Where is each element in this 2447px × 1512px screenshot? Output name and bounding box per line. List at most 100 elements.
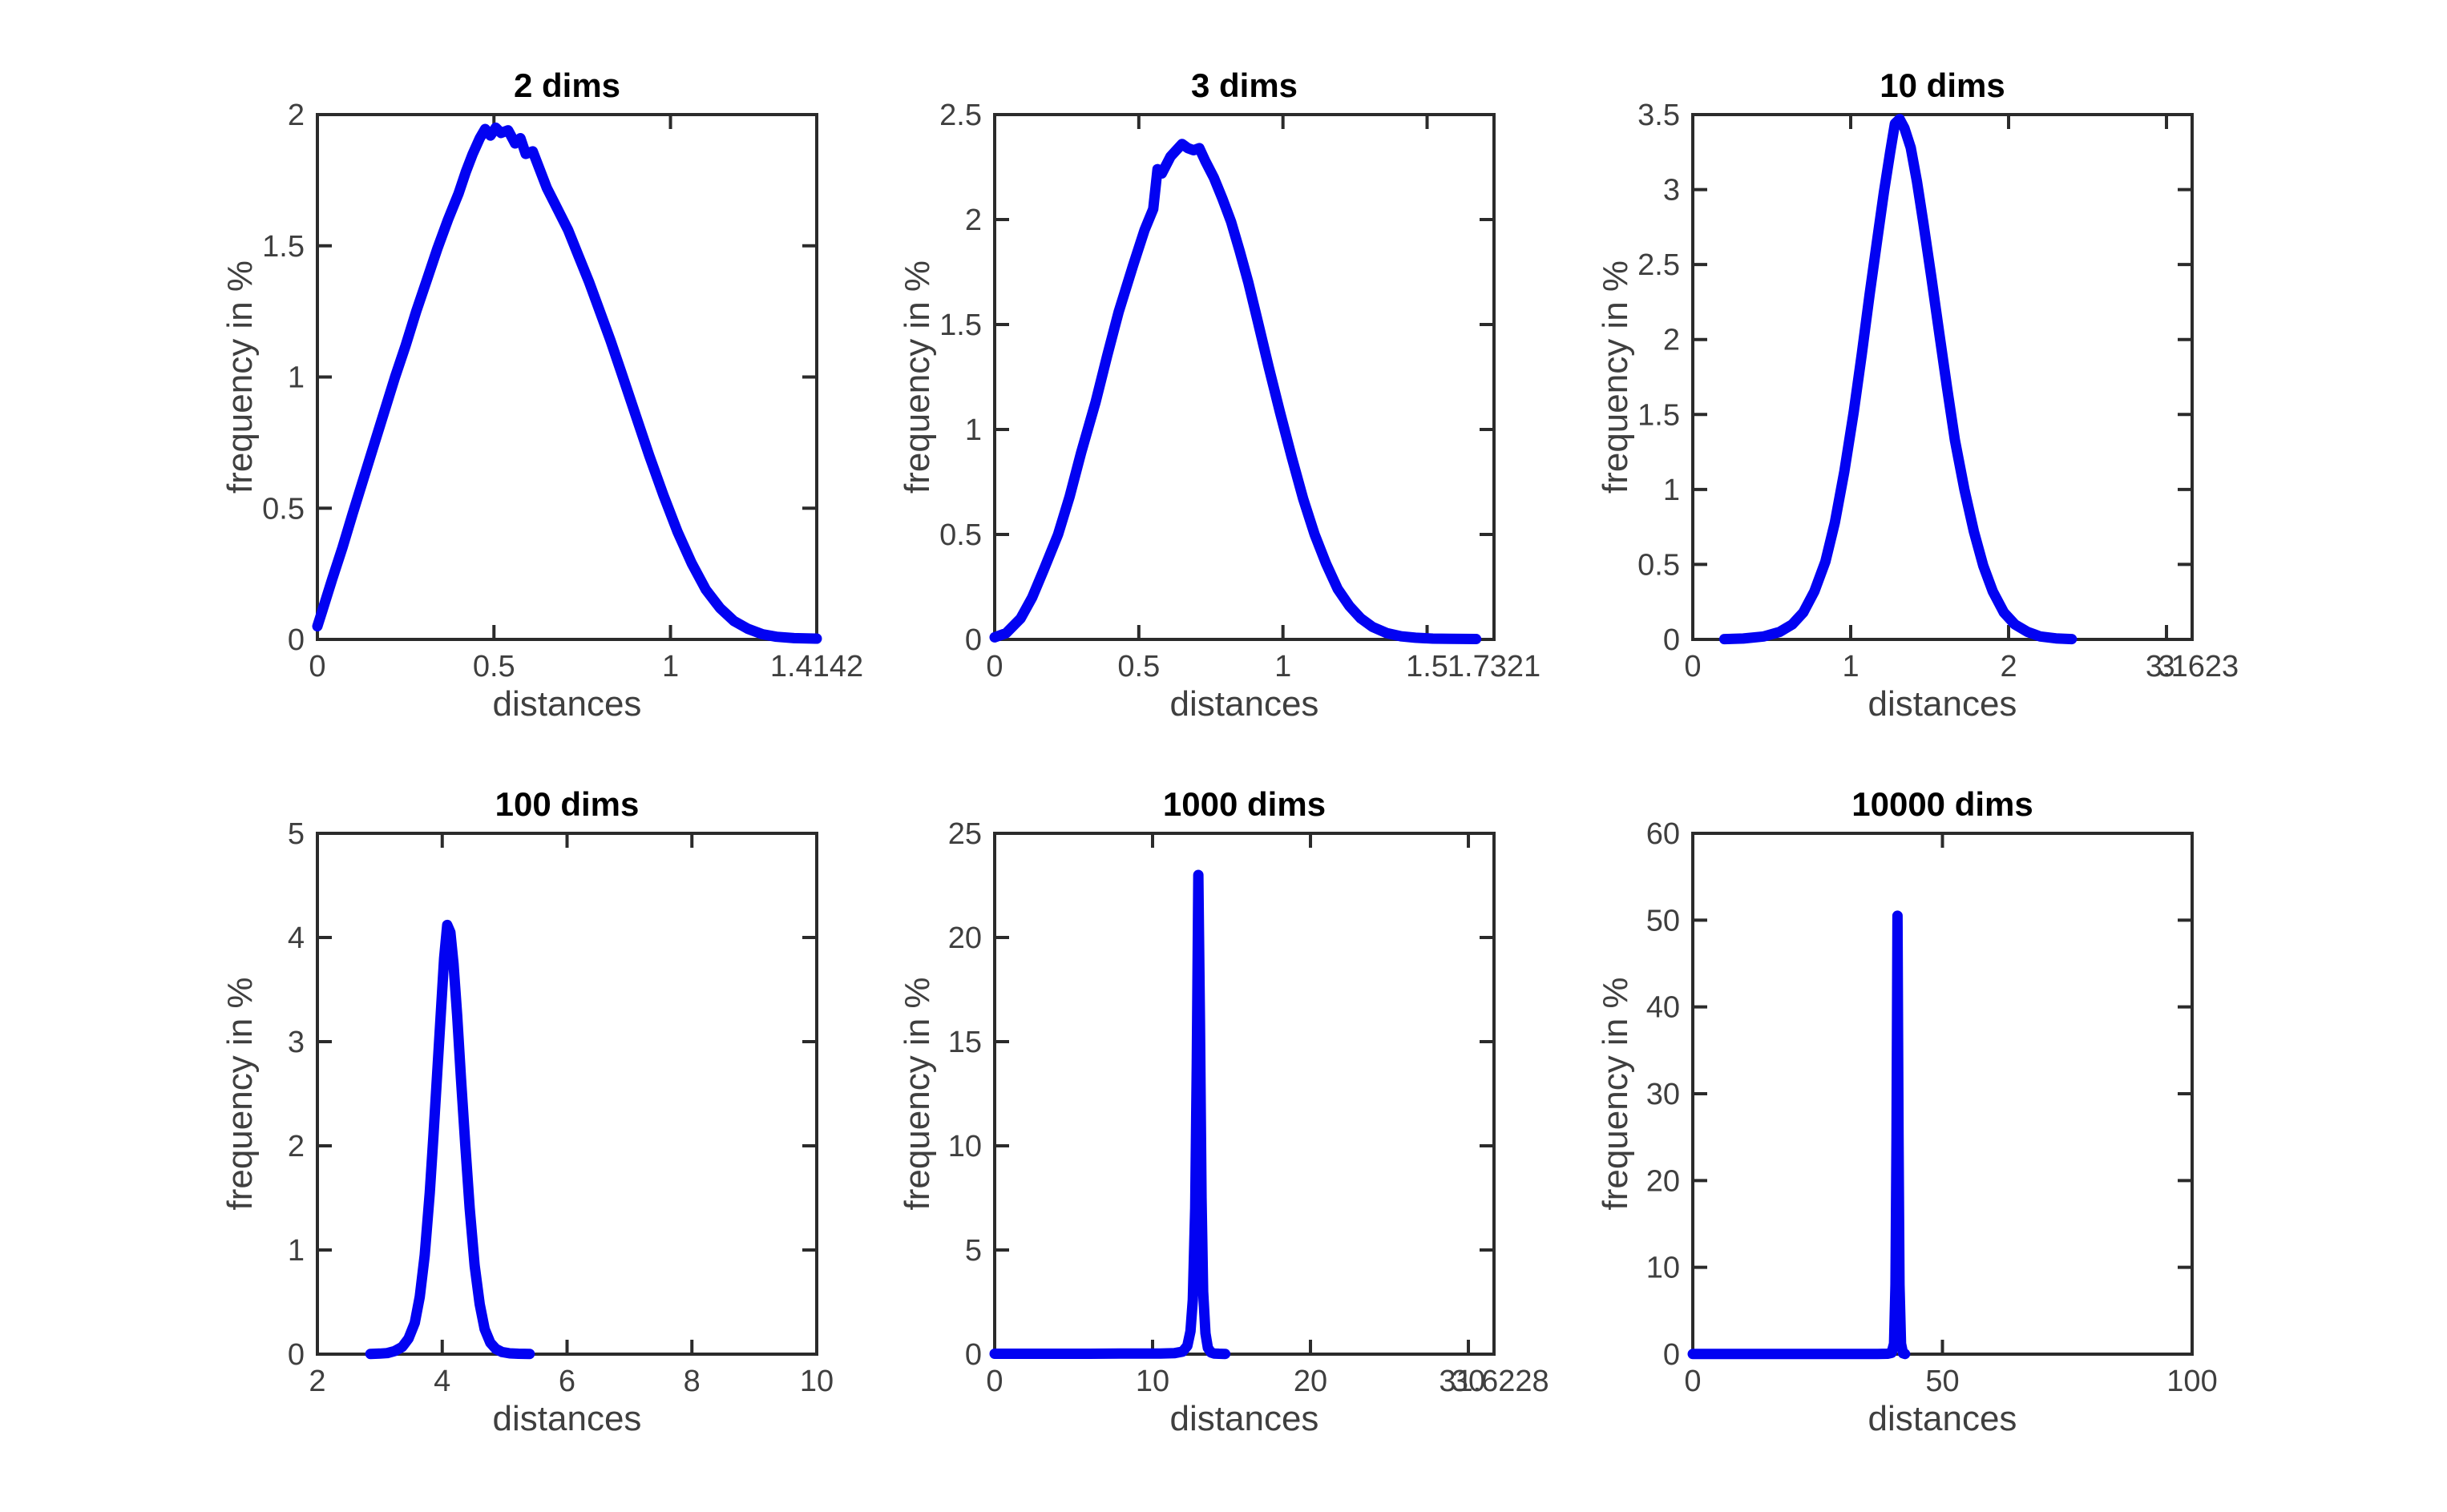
x-tick-label: 0 (1684, 1365, 1701, 1398)
x-tick-label: 4 (434, 1365, 450, 1398)
distance-distribution-curve (1718, 114, 2078, 645)
y-tick-label: 0.5 (1637, 548, 1680, 582)
x-tick-label: 100 (2166, 1365, 2217, 1398)
y-axis-label: frequency in % (220, 260, 260, 494)
x-tick-label: 1.4142 (770, 650, 863, 683)
axes-box (993, 832, 1496, 1356)
x-tick-label: 0 (1684, 650, 1701, 683)
x-axis-label: distances (1868, 1399, 2017, 1438)
axes-box (1691, 113, 2194, 641)
y-tick-label: 10 (948, 1130, 982, 1163)
x-tick-label: 3 (2158, 650, 2174, 683)
y-tick-label: 0 (288, 623, 305, 657)
x-tick-label: 2 (309, 1365, 325, 1398)
x-axis-label: distances (1170, 1399, 1319, 1438)
y-axis-label: frequency in % (1596, 260, 1635, 494)
distance-distribution-curve (989, 139, 1482, 644)
y-tick-label: 2.5 (1637, 248, 1680, 282)
x-axis-label: distances (1868, 684, 2017, 724)
x-axis-label: distances (1170, 684, 1319, 724)
distance-distribution-curve (989, 869, 1231, 1360)
y-tick-label: 3 (288, 1026, 305, 1059)
subplot-title: 1000 dims (1163, 785, 1326, 823)
x-tick-label: 1 (1274, 650, 1291, 683)
x-tick-label: 30 (1452, 1365, 1485, 1398)
y-tick-label: 3 (1663, 174, 1680, 208)
y-tick-label: 1 (965, 413, 982, 447)
y-axis-label: frequency in % (1596, 977, 1635, 1210)
y-tick-label: 30 (1646, 1078, 1680, 1111)
x-tick-label: 0 (986, 650, 1003, 683)
y-tick-label: 5 (965, 1234, 982, 1268)
x-tick-label: 50 (1925, 1365, 1959, 1398)
axes-box (993, 113, 1496, 641)
distance-distribution-curve (1687, 910, 1911, 1360)
y-tick-label: 2 (288, 1130, 305, 1163)
y-tick-label: 1 (1663, 474, 1680, 507)
y-axis-label: frequency in % (898, 977, 937, 1210)
y-tick-label: 0.5 (262, 492, 305, 526)
y-tick-label: 2.5 (939, 99, 982, 132)
y-tick-label: 1.5 (939, 308, 982, 342)
subplot-2-dims: 0 0.5 1 1.4142 0 0.5 1 1.5 2 2 dims distances frequ… (220, 67, 863, 724)
x-tick-label: 1 (1842, 650, 1859, 683)
y-tick-label: 1.5 (1637, 398, 1680, 432)
y-axis-label: frequency in % (220, 977, 260, 1210)
subplot-title: 2 dims (514, 67, 620, 104)
y-tick-label: 0.5 (939, 518, 982, 552)
y-tick-label: 1 (288, 361, 305, 395)
x-axis-label: distances (493, 1399, 642, 1438)
subplot-title: 10 dims (1880, 67, 2005, 104)
y-tick-label: 60 (1646, 817, 1680, 851)
y-tick-label: 1 (288, 1234, 305, 1268)
subplot-title: 10000 dims (1851, 785, 2033, 823)
y-tick-label: 2 (1663, 324, 1680, 357)
x-tick-label: 3.1623 (2146, 650, 2239, 683)
x-tick-label: 10 (1136, 1365, 1169, 1398)
distance-distribution-curve (365, 919, 535, 1360)
subplot-title: 100 dims (495, 785, 640, 823)
y-tick-label: 0 (965, 623, 982, 657)
y-tick-label: 0 (1663, 1338, 1680, 1372)
y-tick-label: 20 (948, 921, 982, 955)
x-tick-label: 10 (800, 1365, 834, 1398)
x-axis-label: distances (493, 684, 642, 724)
x-tick-label: 0 (309, 650, 325, 683)
y-tick-label: 0 (965, 1338, 982, 1372)
x-tick-label: 8 (684, 1365, 701, 1398)
y-tick-label: 4 (288, 921, 305, 955)
subplot-100-dims: 2 4 6 8 10 0 1 2 3 4 5 100 dims distances frequency i… (220, 785, 834, 1438)
x-tick-label: 2 (2000, 650, 2017, 683)
y-tick-label: 25 (948, 817, 982, 851)
x-tick-label: 1.5 (1406, 650, 1448, 683)
x-tick-label: 1.7321 (1448, 650, 1540, 683)
y-tick-label: 40 (1646, 991, 1680, 1025)
y-tick-label: 20 (1646, 1164, 1680, 1198)
y-tick-label: 3.5 (1637, 99, 1680, 132)
y-tick-label: 0 (288, 1338, 305, 1372)
y-tick-label: 0 (1663, 623, 1680, 657)
y-tick-label: 15 (948, 1026, 982, 1059)
distance-distribution-curve (312, 122, 822, 644)
y-tick-label: 50 (1646, 904, 1680, 937)
y-tick-label: 2 (965, 204, 982, 237)
x-tick-label: 31.6228 (1439, 1365, 1549, 1398)
y-tick-label: 5 (288, 817, 305, 851)
x-tick-label: 0.5 (1117, 650, 1160, 683)
y-tick-label: 10 (1646, 1252, 1680, 1285)
subplot-10000-dims: 0 50 100 0 10 20 30 40 50 60 10000 dims distances fr… (1596, 785, 2218, 1438)
subplot-title: 3 dims (1191, 67, 1298, 104)
x-tick-label: 0.5 (473, 650, 515, 683)
x-tick-label: 1 (662, 650, 679, 683)
y-tick-label: 2 (288, 99, 305, 132)
y-axis-label: frequency in % (898, 260, 937, 494)
x-tick-label: 0 (986, 1365, 1003, 1398)
y-tick-label: 1.5 (262, 230, 305, 264)
x-tick-label: 6 (559, 1365, 575, 1398)
